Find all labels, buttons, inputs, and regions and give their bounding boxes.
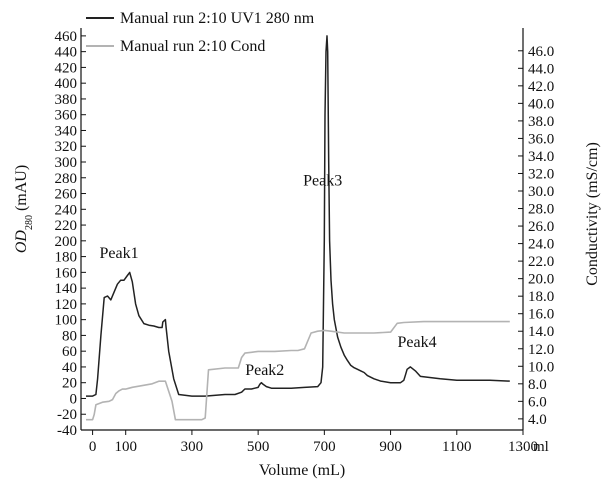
legend-label-conductivity: Manual run 2:10 Cond xyxy=(120,38,265,55)
y2-tick-label: 10.0 xyxy=(528,359,554,375)
y-tick-label: 60 xyxy=(62,344,77,360)
y2-tick-label: 22.0 xyxy=(528,254,554,270)
y-tick-label: -40 xyxy=(57,423,77,439)
y2-tick-label: 28.0 xyxy=(528,202,554,218)
labels-group: Peak1 Peak2 Peak3 Peak4 xyxy=(100,173,437,379)
y-tick-label: 320 xyxy=(55,139,78,155)
y-axis-title: OD280 (mAU) xyxy=(13,165,35,253)
y2-tick-label: 16.0 xyxy=(528,307,554,323)
y-tick-label: 120 xyxy=(55,297,78,313)
x-axis-title: Volume (mL) xyxy=(259,462,345,479)
series-group xyxy=(86,35,510,421)
y2-tick-label: 24.0 xyxy=(528,237,554,253)
y-tick-label: 20 xyxy=(62,376,77,392)
series-line-uv280 xyxy=(86,35,510,397)
y2-tick-label: 44.0 xyxy=(528,61,554,77)
y-tick-label: -20 xyxy=(57,407,77,423)
y2-tick-label: 42.0 xyxy=(528,79,554,95)
y-tick-label: 160 xyxy=(55,265,78,281)
x-tick-label: 100 xyxy=(114,439,137,455)
y-tick-label: 460 xyxy=(55,29,78,45)
y-tick-label: 340 xyxy=(55,123,78,139)
y-tick-label: 140 xyxy=(55,281,78,297)
y-tick-label: 200 xyxy=(55,234,78,250)
y-axis-title-main: OD xyxy=(13,230,30,254)
y-tick-label: 300 xyxy=(55,155,78,171)
x-tick-label: 1100 xyxy=(442,439,471,455)
x-tick-label: 700 xyxy=(313,439,336,455)
y2-tick-label: 34.0 xyxy=(528,149,554,165)
y2-tick-label: 40.0 xyxy=(528,96,554,112)
y2-axis-title: Conductivity (mS/cm) xyxy=(584,142,601,286)
y2-tick-label: 12.0 xyxy=(528,342,554,358)
y2-tick-label: 38.0 xyxy=(528,114,554,130)
legend-label-uv280: Manual run 2:10 UV1 280 nm xyxy=(120,10,315,27)
y-tick-label: 380 xyxy=(55,92,78,108)
y2-tick-label: 8.0 xyxy=(528,377,547,393)
x-tick-label: 1300 xyxy=(508,439,538,455)
y-tick-label: 220 xyxy=(55,218,78,234)
y-tick-label: 400 xyxy=(55,76,78,92)
y-tick-label: 440 xyxy=(55,45,78,61)
y2-tick-label: 4.0 xyxy=(528,412,547,428)
y-tick-label: 360 xyxy=(55,108,78,124)
y2-tick-label: 32.0 xyxy=(528,166,554,182)
x-tick-label: 300 xyxy=(181,439,204,455)
y2-tick-label: 14.0 xyxy=(528,324,554,340)
x-unit-label: ml xyxy=(533,439,549,455)
y2-tick-label: 6.0 xyxy=(528,394,547,410)
series-line-conductivity xyxy=(86,320,510,421)
y-tick-label: 240 xyxy=(55,202,78,218)
x-tick-label: 900 xyxy=(379,439,402,455)
y-axis-title-suffix: (mAU) xyxy=(13,165,30,215)
peak-label-peak1: Peak1 xyxy=(100,245,139,262)
y2-tick-label: 36.0 xyxy=(528,131,554,147)
y-tick-label: 260 xyxy=(55,187,78,203)
y-tick-label: 420 xyxy=(55,60,78,76)
y-tick-label: 180 xyxy=(55,250,78,266)
axes-group: -40-200204060801001201401601802002202402… xyxy=(13,28,601,479)
y-tick-label: 280 xyxy=(55,171,78,187)
y-tick-label: 80 xyxy=(62,328,77,344)
y-tick-label: 40 xyxy=(62,360,77,376)
y-tick-label: 0 xyxy=(70,391,78,407)
legend: Manual run 2:10 UV1 280 nm Manual run 2:1… xyxy=(86,10,315,55)
x-tick-label: 500 xyxy=(247,439,270,455)
x-tick-label: 0 xyxy=(89,439,97,455)
y-tick-label: 100 xyxy=(55,313,78,329)
peak-label-peak4: Peak4 xyxy=(397,334,436,351)
y2-tick-label: 26.0 xyxy=(528,219,554,235)
y2-tick-label: 20.0 xyxy=(528,272,554,288)
peak-label-peak2: Peak2 xyxy=(245,362,284,379)
y2-tick-label: 46.0 xyxy=(528,44,554,60)
y2-tick-label: 18.0 xyxy=(528,289,554,305)
y2-tick-label: 30.0 xyxy=(528,184,554,200)
y-axis-title-sub: 280 xyxy=(24,215,35,230)
peak-label-peak3: Peak3 xyxy=(303,173,342,190)
